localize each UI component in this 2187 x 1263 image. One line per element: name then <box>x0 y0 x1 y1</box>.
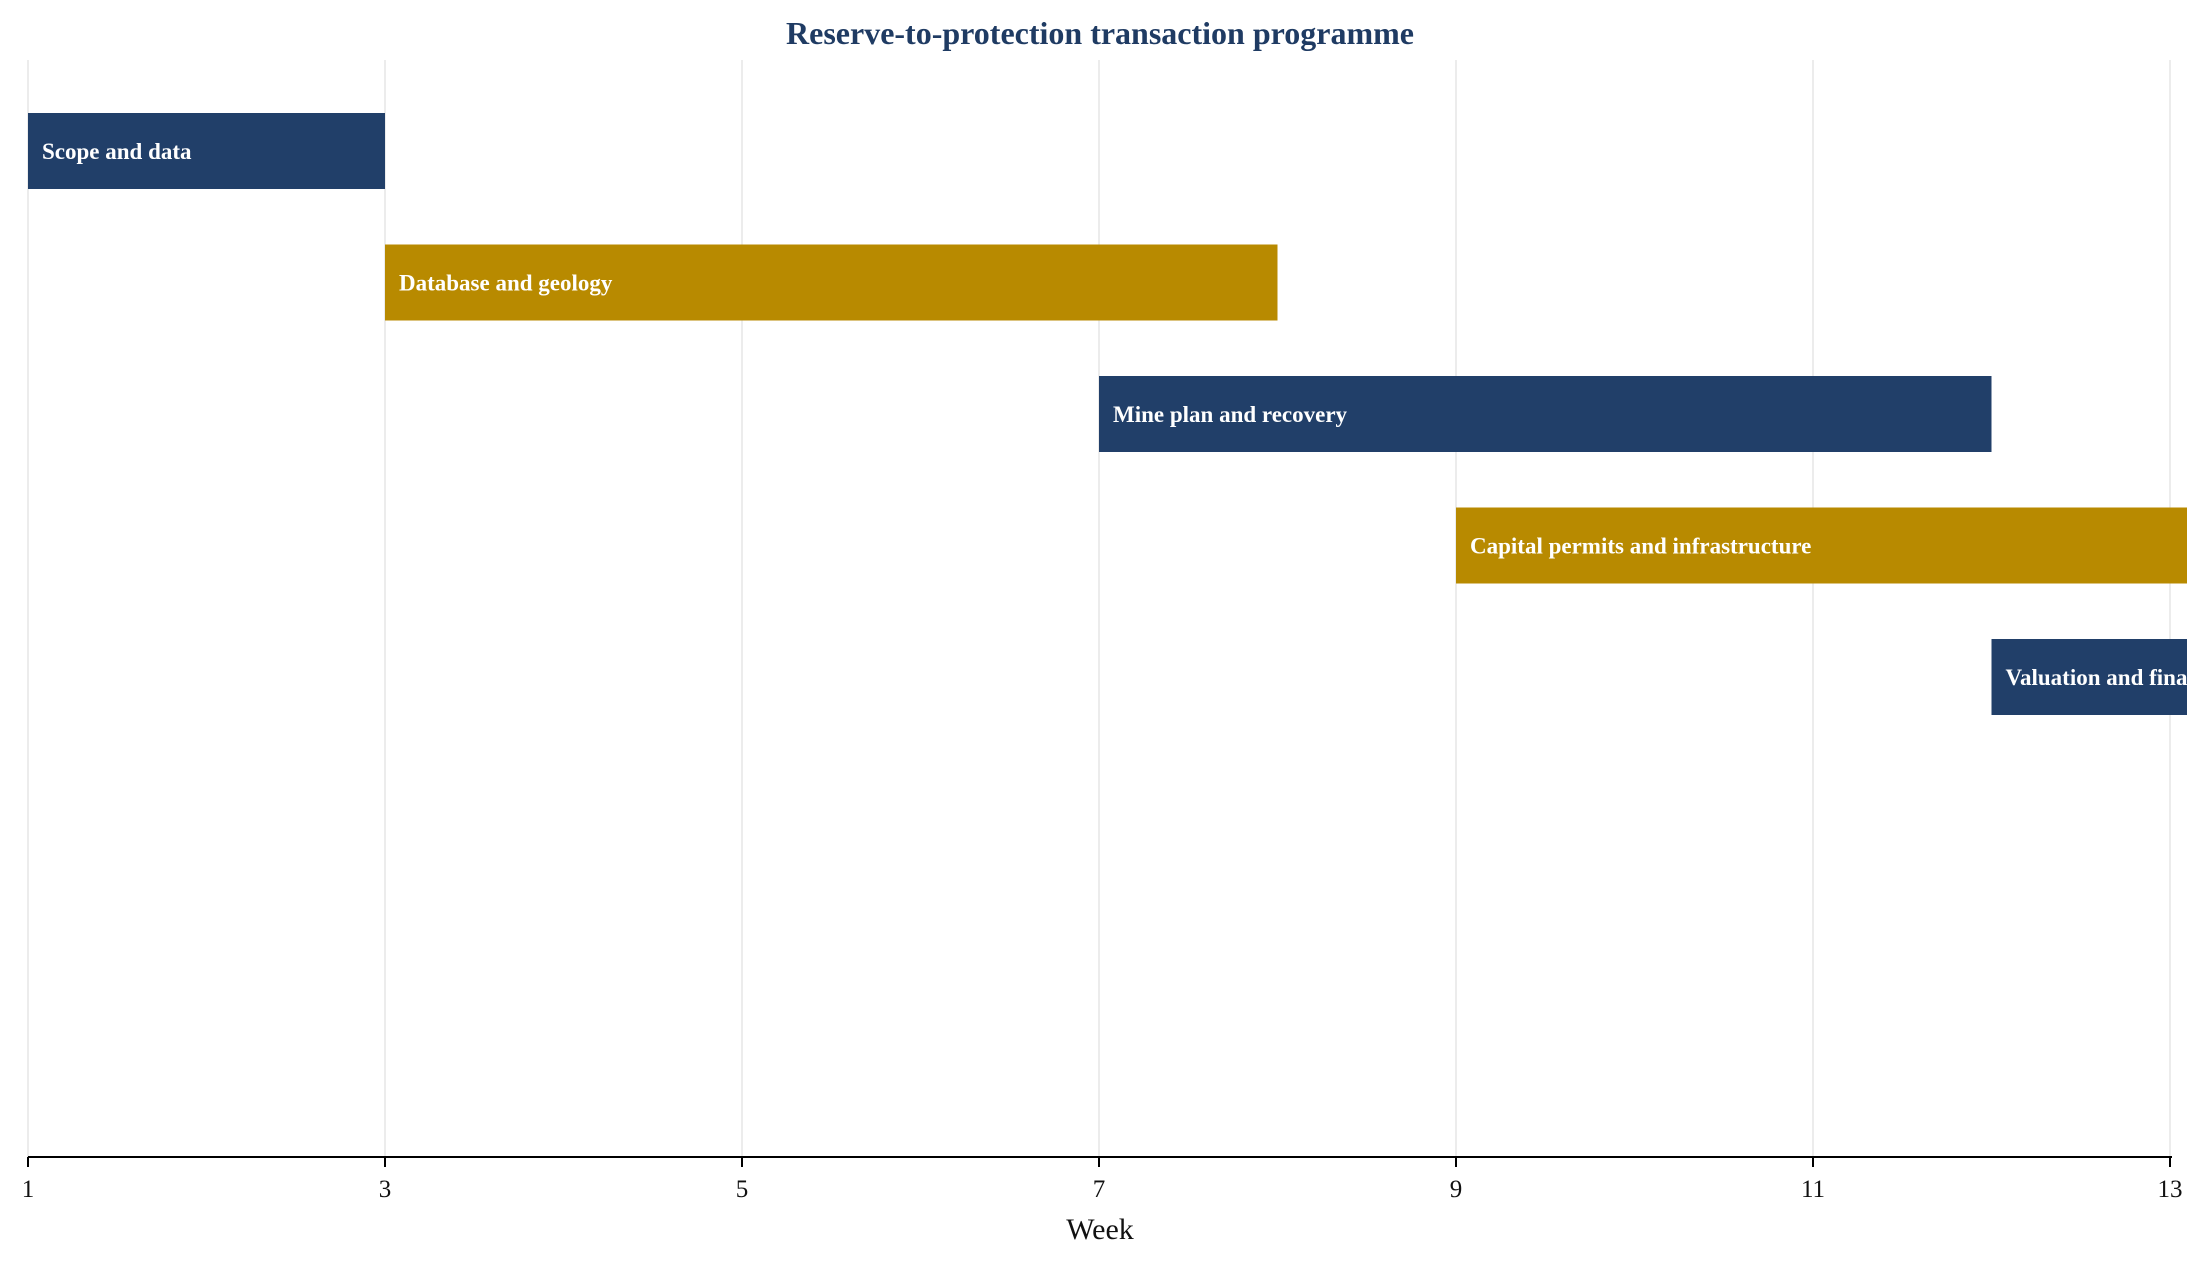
x-axis-label: Week <box>1066 1213 1134 1246</box>
task-bar <box>1099 376 1992 452</box>
chart-title: Reserve-to-protection transaction progra… <box>786 15 1414 51</box>
task-bars: Scope and data Database and geology Mine p… <box>28 113 2187 715</box>
x-tick-label: 7 <box>1093 1176 1106 1203</box>
x-tick-label: 1 <box>22 1176 35 1203</box>
task-bar-label: Database and geology <box>399 271 613 296</box>
task-bar <box>28 113 385 189</box>
gridlines <box>27 60 2171 1157</box>
task-bar-label: Capital permits and infrastructure <box>1470 534 1811 559</box>
task-bar-label: Scope and data <box>42 139 192 164</box>
x-tick-label: 9 <box>1450 1176 1463 1203</box>
task-bar <box>1991 639 2187 715</box>
x-tick-label: 5 <box>736 1176 749 1203</box>
x-axis-ticks: 1357911131517192123 <box>22 1157 2183 1203</box>
task-bar-label: Mine plan and recovery <box>1113 402 1348 427</box>
task-bar <box>385 244 1278 321</box>
x-tick-label: 3 <box>379 1176 392 1203</box>
task-bar-label: Valuation and financing <box>2006 665 2187 690</box>
x-tick-label: 13 <box>2158 1176 2183 1203</box>
x-tick-label: 11 <box>1801 1176 1825 1203</box>
task-bar <box>1456 507 2187 584</box>
